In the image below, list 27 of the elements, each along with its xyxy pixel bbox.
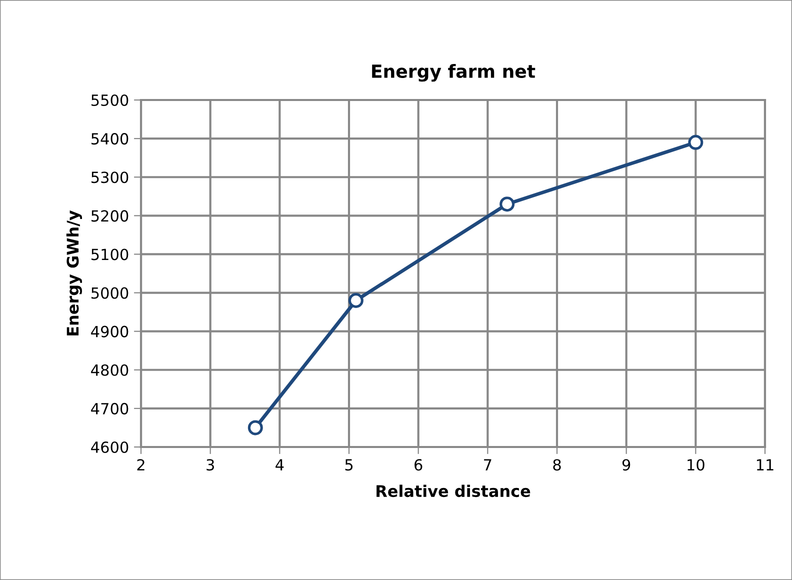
- x-tick-label: 7: [484, 459, 492, 470]
- x-tick-label: 10: [688, 459, 704, 471]
- y-tick-label: 5300: [91, 172, 128, 184]
- y-tick-label: 5500: [91, 94, 128, 106]
- x-tick-label: 6: [414, 459, 422, 471]
- y-tick-label: 4600: [91, 441, 128, 454]
- point: [348, 292, 364, 308]
- x-tick-label: 8: [553, 459, 561, 471]
- point: [500, 196, 515, 212]
- y-axis-title: Energy GWh/y: [66, 210, 82, 336]
- y-tick-label: 5100: [91, 248, 128, 260]
- x-tick-label: 3: [206, 459, 214, 471]
- point: [248, 420, 263, 436]
- x-tick-label: 2: [137, 459, 144, 470]
- y-tick-label: 5000: [91, 287, 128, 299]
- y-tick-label: 4800: [91, 364, 128, 376]
- y-tick-label: 4900: [91, 326, 128, 338]
- y-tick-label: 5200: [91, 210, 128, 222]
- x-tick-label: 11: [756, 459, 774, 470]
- y-tick-label: 5400: [91, 133, 128, 145]
- chart-title: Energy farm net: [372, 64, 536, 82]
- x-tick-label: 9: [622, 459, 630, 471]
- x-tick-label: 5: [345, 459, 353, 471]
- point: [688, 134, 704, 150]
- y-tick-label: 4700: [91, 402, 128, 414]
- x-axis-title: Relative distance: [376, 484, 530, 498]
- x-tick-label: 4: [276, 459, 284, 470]
